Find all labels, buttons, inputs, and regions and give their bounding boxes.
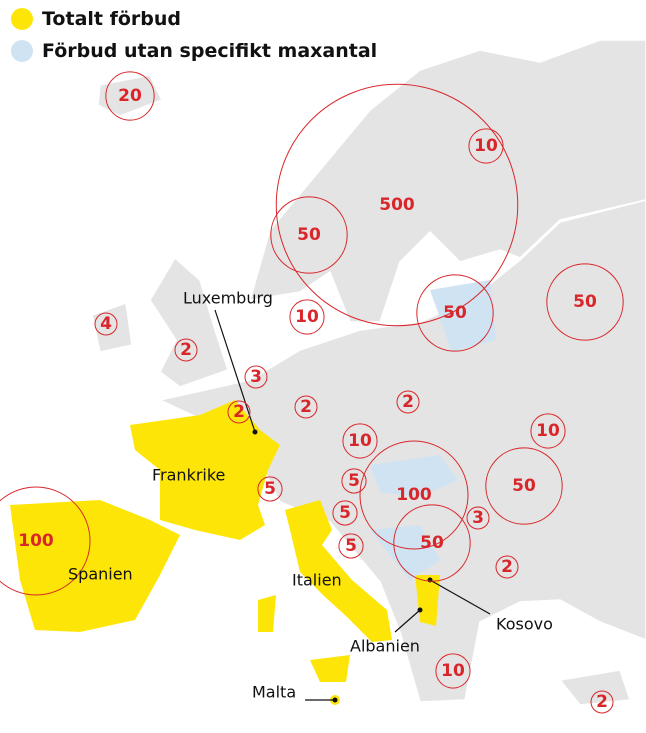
marker-label: 5 [264,479,276,499]
marker-label: 5 [345,536,357,556]
legend: Totalt förbud Förbud utan specifikt maxan… [11,8,377,62]
leaders [214,309,491,703]
marker-circle [174,338,198,362]
marker-label: 100 [18,531,54,551]
marker-label: 5 [339,503,351,523]
marker-label: 50 [512,476,536,496]
marker-label: 3 [472,508,484,528]
marker-label: 10 [348,431,372,451]
partial-ban-regions [370,280,496,580]
marker-circle [270,196,348,274]
marker-circle [257,476,283,502]
marker-label: 2 [596,692,608,712]
marker-label: 10 [474,136,498,156]
marker-circle [94,312,118,336]
marker-label: 50 [420,533,444,553]
marker-label: 10 [295,307,319,327]
marker-label: 5 [348,471,360,491]
marker-label: 10 [441,661,465,681]
marker-label: 2 [233,402,245,422]
marker-label: 500 [379,195,415,215]
legend-label: Totalt förbud [42,8,181,30]
marker-circle [468,128,504,164]
marker-label: 50 [443,303,467,323]
marker-circle [289,299,325,335]
marker-circle [530,413,566,449]
marker-label: 4 [100,314,112,334]
marker-label: 100 [396,485,432,505]
marker-circle [435,653,471,689]
marker-label: 10 [536,421,560,441]
marker-circle [495,555,519,579]
marker-circle [359,440,469,550]
marker-circle [393,504,471,582]
marker-circle [0,486,91,596]
place-label: Spanien [68,565,133,584]
marker-label: 50 [297,225,321,245]
marker-circle [485,447,563,525]
place-label: Frankrike [152,466,225,485]
marker-circle [227,400,251,424]
place-label: Malta [252,683,296,702]
marker-label: 2 [180,340,192,360]
marker-circle [105,71,155,121]
marker-circle [466,506,490,530]
land [91,39,646,706]
marker-circle [341,468,367,494]
marker-circle [590,690,614,714]
marker-label: 2 [501,557,513,577]
marker-circle [546,263,624,341]
legend-swatch [11,8,33,30]
marker-circle [342,423,378,459]
marker-circle [416,274,494,352]
place-label: Kosovo [496,615,553,634]
marker-circle [244,365,268,389]
marker-label: 50 [573,292,597,312]
marker-circle [396,390,420,414]
marker-circle [332,500,358,526]
marker-circle [294,395,318,419]
marker-circle [275,83,519,327]
place-label: Luxemburg [183,289,273,308]
total-ban-regions [10,400,440,705]
marker-label: 2 [300,397,312,417]
place-label: Italien [292,571,342,590]
place-label: Albanien [350,637,420,656]
legend-label: Förbud utan specifikt maxantal [42,40,377,62]
marker-label: 3 [250,367,262,387]
legend-swatch [11,40,33,62]
marker-circle [338,533,364,559]
marker-label: 20 [118,86,142,106]
places: Luxemburg Frankrike Spanien Italien Kosovo Al… [68,289,553,702]
marker-label: 2 [402,392,414,412]
